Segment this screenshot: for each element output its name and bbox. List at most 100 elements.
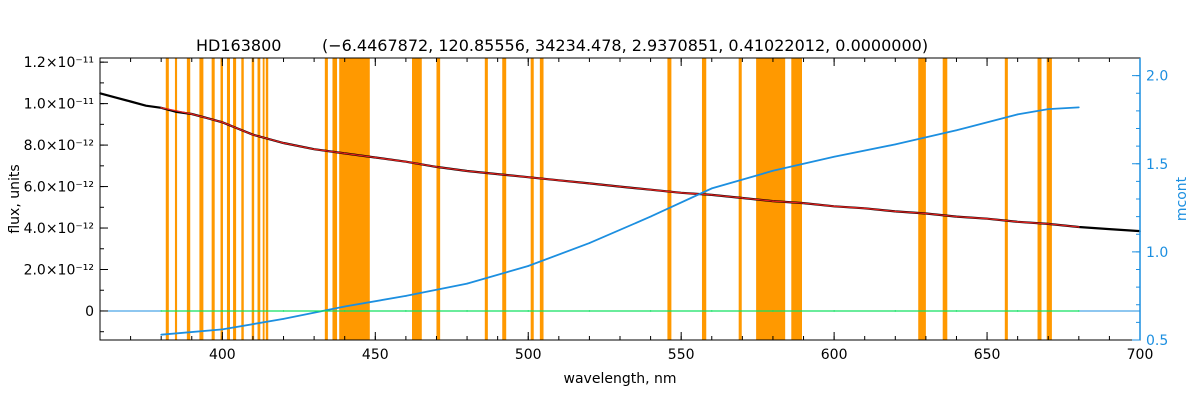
masked-region bbox=[1004, 58, 1008, 340]
series-point bbox=[1016, 310, 1019, 312]
series-line bbox=[99, 92, 1141, 233]
masked-region bbox=[257, 58, 261, 340]
series-point bbox=[710, 187, 713, 190]
masked-region bbox=[667, 58, 672, 340]
y-tick-label: 6.0×10⁻¹² bbox=[24, 180, 94, 196]
masked-region bbox=[211, 58, 215, 340]
masked-region bbox=[220, 58, 223, 340]
series-point bbox=[466, 310, 468, 312]
x-tick-label: 700 bbox=[1127, 347, 1154, 363]
y-tick-label: 4.0×10⁻¹² bbox=[24, 221, 94, 237]
series-point bbox=[588, 182, 591, 185]
series-point bbox=[710, 194, 713, 196]
series-point bbox=[160, 310, 162, 312]
masked-region bbox=[265, 58, 269, 340]
x-tick-label: 500 bbox=[515, 347, 542, 363]
series-point bbox=[466, 170, 468, 172]
series-point bbox=[435, 166, 438, 168]
series-point bbox=[1047, 108, 1050, 110]
y-right-tick-label: 1.5 bbox=[1146, 157, 1168, 173]
series-point bbox=[680, 191, 682, 194]
series-point bbox=[955, 310, 958, 312]
masked-region bbox=[332, 58, 338, 340]
series-line bbox=[161, 107, 1079, 228]
series-point bbox=[894, 210, 897, 213]
series-point bbox=[925, 212, 927, 215]
series-point bbox=[649, 188, 652, 191]
masked-region bbox=[241, 58, 244, 340]
y-right-tick-label: 2.0 bbox=[1146, 69, 1168, 85]
series-point bbox=[129, 100, 132, 103]
chart-subtitle: (−6.4467872, 120.85556, 34234.478, 2.937… bbox=[322, 36, 928, 55]
masked-region bbox=[262, 58, 265, 340]
series-point bbox=[833, 310, 835, 312]
series-point bbox=[986, 217, 988, 220]
series-point bbox=[145, 104, 147, 107]
masked-regions bbox=[165, 58, 1052, 340]
series-point bbox=[221, 328, 224, 331]
series-point bbox=[160, 106, 162, 109]
series-point bbox=[894, 143, 897, 146]
masked-region bbox=[1046, 58, 1052, 340]
masked-region bbox=[791, 58, 802, 340]
series-point bbox=[833, 155, 835, 158]
y-axis-right-label: mcont bbox=[1174, 176, 1190, 221]
series-point bbox=[955, 215, 958, 218]
masked-region bbox=[226, 58, 230, 340]
y-axis-label: flux, units bbox=[7, 164, 23, 233]
series-point bbox=[343, 305, 346, 308]
series-point bbox=[496, 173, 499, 175]
masked-region bbox=[324, 58, 328, 340]
y-tick-label: 8.0×10⁻¹² bbox=[24, 138, 94, 154]
x-axis: 400 450 500 550 600 650 700 bbox=[99, 58, 1154, 363]
series-group bbox=[99, 92, 1141, 336]
x-tick-label: 450 bbox=[362, 347, 389, 363]
series-point bbox=[1016, 113, 1019, 116]
series-point bbox=[558, 179, 560, 182]
series-point bbox=[190, 113, 193, 115]
x-tick-label: 600 bbox=[821, 347, 848, 363]
series-point bbox=[405, 310, 407, 312]
x-tick-label: 550 bbox=[668, 347, 695, 363]
series-point bbox=[405, 160, 407, 163]
series-point bbox=[588, 310, 591, 312]
series-point bbox=[343, 310, 346, 312]
y-tick-label: 2.0×10⁻¹² bbox=[24, 263, 94, 279]
y-right-tick-label: 1.0 bbox=[1146, 245, 1168, 261]
series-point bbox=[741, 197, 744, 199]
series-point bbox=[772, 200, 774, 202]
series-point bbox=[955, 129, 958, 132]
series-point bbox=[649, 215, 652, 218]
series-point bbox=[114, 96, 117, 99]
series-point bbox=[619, 185, 621, 188]
series-point bbox=[343, 152, 346, 155]
series-point bbox=[772, 310, 774, 312]
masked-region bbox=[199, 58, 204, 340]
series-point bbox=[252, 133, 254, 136]
series-line bbox=[161, 106, 1079, 336]
series-point bbox=[588, 242, 591, 244]
y-right-tick-label: 0.5 bbox=[1146, 333, 1168, 349]
series-point bbox=[1047, 223, 1050, 225]
series-point bbox=[1108, 228, 1111, 230]
series-point bbox=[833, 205, 835, 208]
masked-region bbox=[1037, 58, 1042, 340]
series-point bbox=[527, 176, 530, 179]
series-point bbox=[863, 207, 866, 210]
masked-region bbox=[539, 58, 544, 340]
masked-region bbox=[918, 58, 926, 340]
masked-region bbox=[233, 58, 237, 340]
series-point bbox=[1078, 226, 1080, 228]
series-point bbox=[710, 310, 713, 312]
series-point bbox=[221, 121, 224, 124]
x-tick-label: 650 bbox=[974, 347, 1001, 363]
series-point bbox=[802, 202, 805, 204]
series-point bbox=[313, 148, 315, 151]
series-point bbox=[1016, 221, 1019, 223]
series-point bbox=[1078, 310, 1080, 312]
series-point bbox=[649, 310, 652, 312]
series-point bbox=[466, 282, 468, 285]
series-point bbox=[405, 295, 407, 297]
series-point bbox=[772, 170, 774, 172]
